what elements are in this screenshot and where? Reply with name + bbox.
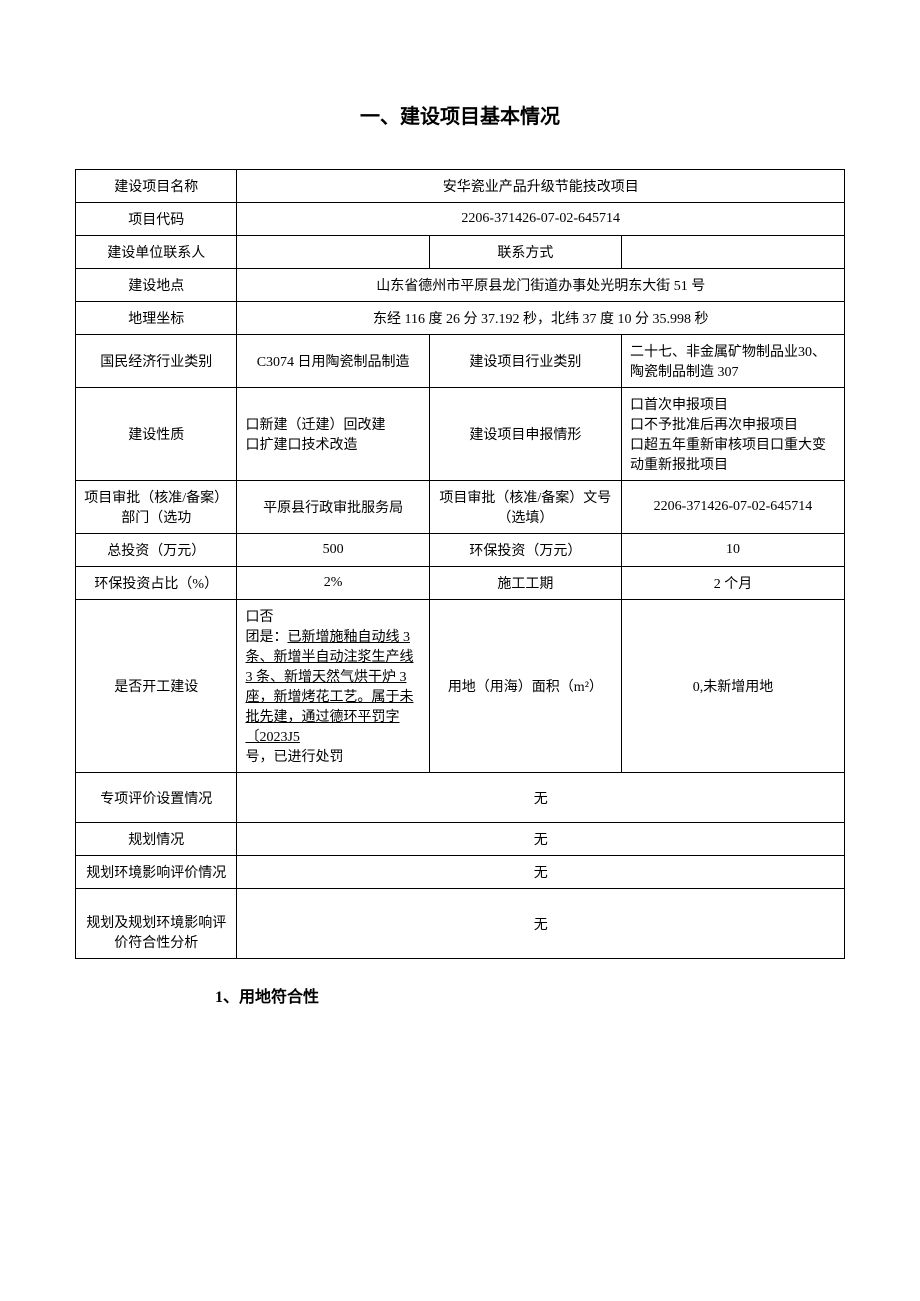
- cell-value: 无: [237, 889, 845, 959]
- table-row: 国民经济行业类别 C3074 日用陶瓷制品制造 建设项目行业类别 二十七、非金属…: [76, 335, 845, 388]
- cell-label: 专项评价设置情况: [76, 773, 237, 823]
- cell-value: 2 个月: [621, 567, 844, 600]
- cell-label: 规划及规划环境影响评价符合性分析: [76, 889, 237, 959]
- cell-label: 建设性质: [76, 388, 237, 481]
- cell-label: 联系方式: [429, 236, 621, 269]
- cell-value: 平原县行政审批服务局: [237, 481, 429, 534]
- cell-value: 口首次申报项目 口不予批准后再次申报项目 口超五年重新审核项目口重大变动重新报批…: [621, 388, 844, 481]
- page-title: 一、建设项目基本情况: [75, 100, 845, 129]
- cell-value: 500: [237, 534, 429, 567]
- table-row: 地理坐标 东经 116 度 26 分 37.192 秒，北纬 37 度 10 分…: [76, 302, 845, 335]
- cell-label: 项目审批（核准/备案）文号（选填）: [429, 481, 621, 534]
- cell-label: 规划情况: [76, 823, 237, 856]
- cell-label: 环保投资占比（%）: [76, 567, 237, 600]
- project-info-table: 建设项目名称 安华瓷业产品升级节能技改项目 项目代码 2206-371426-0…: [75, 169, 845, 959]
- cell-value: 口新建（迁建）回改建 口扩建口技术改造: [237, 388, 429, 481]
- cell-value: 山东省德州市平原县龙门街道办事处光明东大街 51 号: [237, 269, 845, 302]
- table-row: 建设项目名称 安华瓷业产品升级节能技改项目: [76, 170, 845, 203]
- cell-label: 是否开工建设: [76, 600, 237, 773]
- cell-label: 环保投资（万元）: [429, 534, 621, 567]
- cell-label: 建设地点: [76, 269, 237, 302]
- cell-value: 无: [237, 773, 845, 823]
- cell-label: 建设单位联系人: [76, 236, 237, 269]
- table-row: 总投资（万元） 500 环保投资（万元） 10: [76, 534, 845, 567]
- cell-label: 项目代码: [76, 203, 237, 236]
- table-row: 规划及规划环境影响评价符合性分析 无: [76, 889, 845, 959]
- section-subtitle: 1、用地符合性: [75, 983, 845, 1007]
- cell-value: 2206-371426-07-02-645714: [621, 481, 844, 534]
- cell-value: 口否 团是：已新增施釉自动线 3 条、新增半自动注浆生产线 3 条、新增天然气烘…: [237, 600, 429, 773]
- cell-label: 建设项目申报情形: [429, 388, 621, 481]
- cell-value: C3074 日用陶瓷制品制造: [237, 335, 429, 388]
- table-row: 规划情况 无: [76, 823, 845, 856]
- cell-label: 建设项目行业类别: [429, 335, 621, 388]
- table-row: 建设性质 口新建（迁建）回改建 口扩建口技术改造 建设项目申报情形 口首次申报项…: [76, 388, 845, 481]
- table-row: 专项评价设置情况 无: [76, 773, 845, 823]
- cell-value: 安华瓷业产品升级节能技改项目: [237, 170, 845, 203]
- cell-label: 施工工期: [429, 567, 621, 600]
- cell-label: 用地（用海）面积（m²）: [429, 600, 621, 773]
- cell-value: 2%: [237, 567, 429, 600]
- cell-label: 建设项目名称: [76, 170, 237, 203]
- table-row: 规划环境影响评价情况 无: [76, 856, 845, 889]
- cell-label: 国民经济行业类别: [76, 335, 237, 388]
- cell-label: 地理坐标: [76, 302, 237, 335]
- cell-value: 0,未新增用地: [621, 600, 844, 773]
- table-row: 项目审批（核准/备案）部门（选功 平原县行政审批服务局 项目审批（核准/备案）文…: [76, 481, 845, 534]
- cell-value: 无: [237, 856, 845, 889]
- cell-value: 东经 116 度 26 分 37.192 秒，北纬 37 度 10 分 35.9…: [237, 302, 845, 335]
- table-row: 建设地点 山东省德州市平原县龙门街道办事处光明东大街 51 号: [76, 269, 845, 302]
- cell-value: 无: [237, 823, 845, 856]
- table-row: 环保投资占比（%） 2% 施工工期 2 个月: [76, 567, 845, 600]
- cell-value: [621, 236, 844, 269]
- cell-label: 总投资（万元）: [76, 534, 237, 567]
- cell-value: 二十七、非金属矿物制品业30、陶瓷制品制造 307: [621, 335, 844, 388]
- table-row: 项目代码 2206-371426-07-02-645714: [76, 203, 845, 236]
- table-row: 是否开工建设 口否 团是：已新增施釉自动线 3 条、新增半自动注浆生产线 3 条…: [76, 600, 845, 773]
- cell-value: 2206-371426-07-02-645714: [237, 203, 845, 236]
- cell-label: 项目审批（核准/备案）部门（选功: [76, 481, 237, 534]
- cell-value: 10: [621, 534, 844, 567]
- cell-label: 规划环境影响评价情况: [76, 856, 237, 889]
- cell-value: [237, 236, 429, 269]
- table-row: 建设单位联系人 联系方式: [76, 236, 845, 269]
